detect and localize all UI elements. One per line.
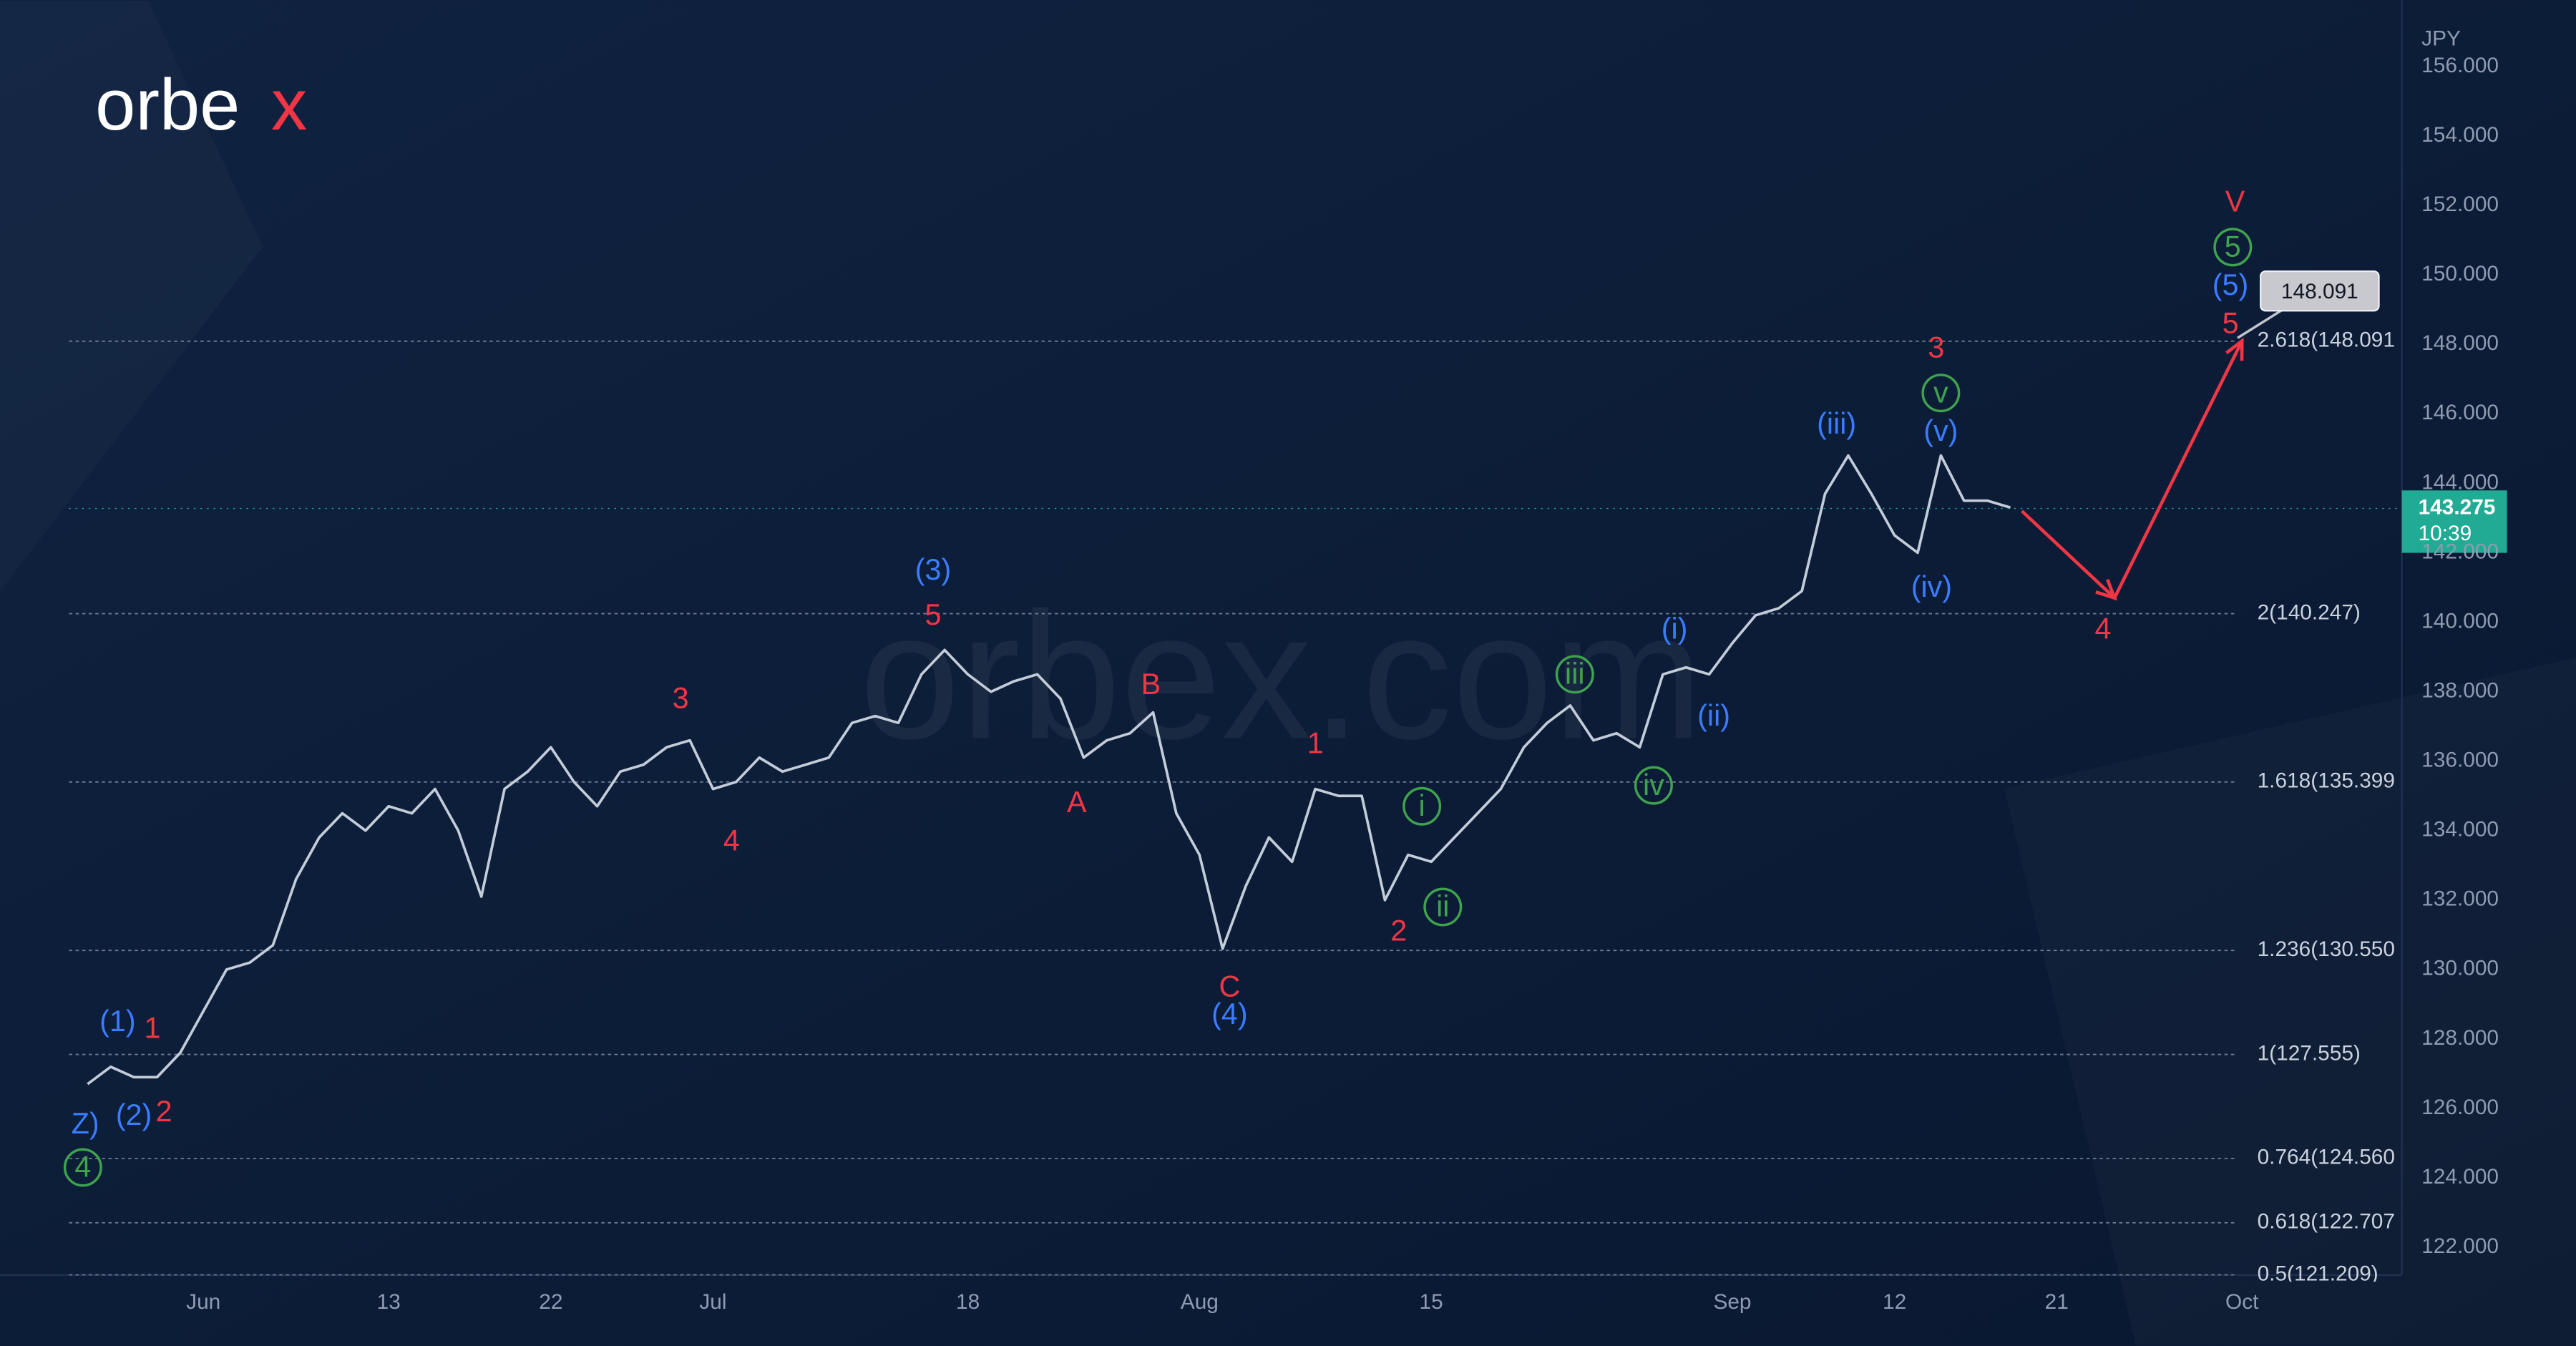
- fib-label: 1.236(130.550: [2258, 937, 2395, 961]
- axis-label: JPY: [2421, 26, 2461, 50]
- wave-circle: [1555, 655, 1594, 694]
- fib-label: 0.5(121.209): [2258, 1262, 2379, 1285]
- y-tick-label: 128.000: [2421, 1026, 2499, 1050]
- wave-label: (3): [915, 553, 952, 586]
- wave-label: 5: [925, 598, 942, 631]
- x-tick-label: Aug: [1181, 1290, 1219, 1314]
- fib-label: 1(127.555): [2258, 1041, 2361, 1065]
- countdown: 10:39: [2419, 522, 2472, 545]
- y-tick-label: 144.000: [2421, 470, 2499, 494]
- wave-label: v: [1933, 376, 1948, 409]
- y-tick-label: 146.000: [2421, 401, 2499, 424]
- plot: 2.618(148.091 2(140.247) 1.618(135.399 1.23…: [69, 328, 2402, 1285]
- x-tick-label: Jul: [699, 1290, 726, 1314]
- y-tick-label: 132.000: [2421, 887, 2499, 911]
- wave-circle: [1402, 786, 1442, 826]
- y-tick-label: 154.000: [2421, 123, 2499, 147]
- wave-label: (v): [1923, 414, 1958, 447]
- arrow-head: [2095, 579, 2117, 601]
- target-box: [2260, 270, 2380, 312]
- wave-label: iii: [1565, 658, 1585, 691]
- fib-label: 2(140.247): [2258, 600, 2361, 624]
- target-pointer: [2237, 308, 2285, 339]
- watermark: orbex.com: [859, 574, 1703, 776]
- wave-label: 1: [144, 1012, 160, 1045]
- x-tick-label: Sep: [1713, 1290, 1751, 1314]
- wave-label: 3: [673, 682, 689, 715]
- fib-label: 2.618(148.091: [2258, 328, 2395, 352]
- wave-label: iv: [1643, 769, 1664, 801]
- x-tick-label: 18: [956, 1290, 980, 1314]
- wave-label: 4: [723, 824, 740, 857]
- wave-label: Z): [72, 1107, 99, 1140]
- wave-circle: [63, 1148, 102, 1187]
- wave-label: (1): [99, 1005, 136, 1038]
- x-tick-label: 13: [377, 1290, 401, 1314]
- y-tick-label: 134.000: [2421, 818, 2499, 842]
- y-tick-label: 124.000: [2421, 1165, 2499, 1189]
- wave-label: 2: [1390, 915, 1407, 947]
- x-tick-label: 15: [1420, 1290, 1443, 1314]
- wave-label: 1: [1307, 727, 1324, 760]
- wave-label: V: [2225, 185, 2245, 218]
- wave-label: 5: [2223, 306, 2239, 339]
- wave-label: C: [1219, 970, 1241, 1003]
- y-tick-label: 122.000: [2421, 1234, 2499, 1258]
- x-tick-label: 21: [2045, 1290, 2069, 1314]
- overlay: Z)4(1) 1(2) 234(3)5BAC(4)12iiiiiiiv(i)(ii)…: [63, 185, 2507, 1187]
- wave-label: A: [1067, 786, 1087, 819]
- wave-circle: [2213, 228, 2253, 267]
- wave-label: ii: [1436, 890, 1449, 923]
- wave-label: (iii): [1817, 407, 1856, 440]
- y-tick-label: 142.000: [2421, 540, 2499, 563]
- fib-label: 0.618(122.707: [2258, 1210, 2395, 1234]
- y-tick-label: 156.000: [2421, 54, 2499, 77]
- wave-label: 5: [2225, 230, 2241, 263]
- wave-label: (5): [2212, 268, 2249, 301]
- y-tick-label: 148.000: [2421, 331, 2499, 355]
- logo: orbe: [95, 65, 240, 145]
- x-tick-label: Jun: [186, 1290, 220, 1314]
- wave-label: 4: [74, 1151, 91, 1184]
- y-tick-label: 126.000: [2421, 1096, 2499, 1119]
- arrow-head: [2225, 337, 2244, 361]
- y-tick-label: 152.000: [2421, 192, 2499, 216]
- wave-label: 3: [1928, 331, 1944, 364]
- wave-label: (4): [1211, 998, 1248, 1030]
- price-line: [87, 454, 2011, 1086]
- logo-accent: x: [271, 65, 308, 145]
- target-label: 148.091: [2281, 280, 2358, 303]
- wave-circle: [1423, 887, 1463, 927]
- fib-label: 1.618(135.399: [2258, 769, 2395, 793]
- wave-circle: [1634, 766, 1673, 805]
- y-tick-label: 150.000: [2421, 262, 2499, 286]
- wave-label: i: [1419, 789, 1425, 822]
- wave-label: 4: [2094, 612, 2111, 645]
- y-tick-label: 140.000: [2421, 609, 2499, 633]
- wave-label: 2: [156, 1095, 172, 1128]
- wave-label: (iv): [1911, 570, 1952, 603]
- last-price-box: [2401, 490, 2507, 553]
- wave-label: (2): [116, 1098, 152, 1131]
- y-tick-label: 130.000: [2421, 957, 2499, 980]
- fib-label: 0.764(124.560: [2258, 1146, 2395, 1169]
- y-tick-label: 138.000: [2421, 678, 2499, 702]
- wave-label: (i): [1662, 612, 1688, 645]
- x-tick-label: 22: [539, 1290, 562, 1314]
- y-tick-label: 136.000: [2421, 748, 2499, 772]
- wave-label: (ii): [1697, 699, 1730, 732]
- wave-label: B: [1141, 668, 1161, 701]
- x-tick-label: Oct: [2225, 1290, 2259, 1314]
- wave-circle: [1921, 374, 1961, 413]
- last-price: 143.275: [2419, 495, 2496, 519]
- x-tick-label: 12: [1883, 1290, 1906, 1314]
